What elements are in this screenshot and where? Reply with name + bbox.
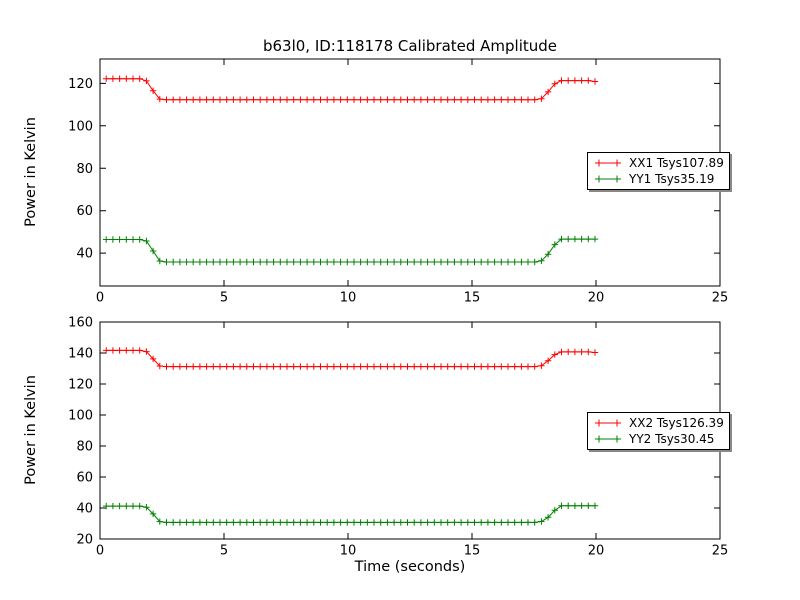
- subplot-1: 0 5 10 15 20 25 40 60 80 100 120: [68, 58, 729, 306]
- x-tick-label: 15: [464, 291, 481, 306]
- y-tick-label: 100: [68, 409, 93, 424]
- y-tick-label: 40: [76, 502, 93, 517]
- y-tick-label: 160: [68, 316, 93, 331]
- y-tick-label: 40: [76, 247, 93, 262]
- legend-top: XX1 Tsys107.89 YY1 Tsys35.19: [587, 152, 730, 190]
- figure-title: b63l0, ID:118178 Calibrated Amplitude: [262, 37, 558, 55]
- x-tick-label: 10: [340, 544, 357, 559]
- x-tick-label: 5: [220, 544, 228, 559]
- legend-line-sample-yy1: [595, 175, 621, 183]
- legend-line-sample-yy2: [595, 435, 621, 443]
- x-tick-label: 15: [464, 544, 481, 559]
- xx1-markers: [103, 75, 599, 103]
- legend-entry-yy1: YY1 Tsys35.19: [592, 171, 724, 187]
- yy1-line: [106, 238, 595, 263]
- y-tick-label: 120: [68, 378, 93, 393]
- legend-entry-yy2: YY2 Tsys30.45: [592, 431, 724, 447]
- legend-entry-xx2: XX2 Tsys126.39: [592, 415, 724, 431]
- x-tick-label: 25: [712, 291, 729, 306]
- y-axis-label-top: Power in Kelvin: [23, 117, 39, 227]
- x-tick-label: 0: [96, 544, 104, 559]
- xx2-markers: [103, 347, 599, 370]
- y-tick-label: 120: [68, 77, 93, 92]
- legend-label-yy1: YY1 Tsys35.19: [629, 172, 715, 186]
- legend-line-sample-xx2: [595, 419, 621, 427]
- x-tick-label: 0: [96, 291, 104, 306]
- legend-label-xx1: XX1 Tsys107.89: [629, 156, 724, 170]
- legend-line-sample-xx1: [595, 159, 621, 167]
- x-tick-label: 20: [588, 544, 605, 559]
- x-tick-label: 5: [220, 291, 228, 306]
- x-tick-label: 25: [712, 544, 729, 559]
- y-tick-label: 140: [68, 347, 93, 362]
- legend-entry-xx1: XX1 Tsys107.89: [592, 155, 724, 171]
- y-tick-label: 80: [76, 440, 93, 455]
- yy2-markers: [103, 502, 599, 526]
- x-tick-label: 20: [588, 291, 605, 306]
- y-tick-label: 60: [76, 471, 93, 486]
- x-axis-label: Time (seconds): [354, 559, 466, 575]
- y-tick-label: 100: [68, 119, 93, 134]
- legend-bottom: XX2 Tsys126.39 YY2 Tsys30.45: [587, 412, 730, 450]
- yy1-markers: [103, 235, 599, 266]
- y-tick-label: 60: [76, 204, 93, 219]
- y-axis-label-bottom: Power in Kelvin: [23, 375, 39, 485]
- y-tick-label: 20: [76, 533, 93, 548]
- legend-label-yy2: YY2 Tsys30.45: [629, 432, 715, 446]
- x-tick-label: 10: [340, 291, 357, 306]
- y-tick-label: 80: [76, 162, 93, 177]
- legend-label-xx2: XX2 Tsys126.39: [629, 416, 724, 430]
